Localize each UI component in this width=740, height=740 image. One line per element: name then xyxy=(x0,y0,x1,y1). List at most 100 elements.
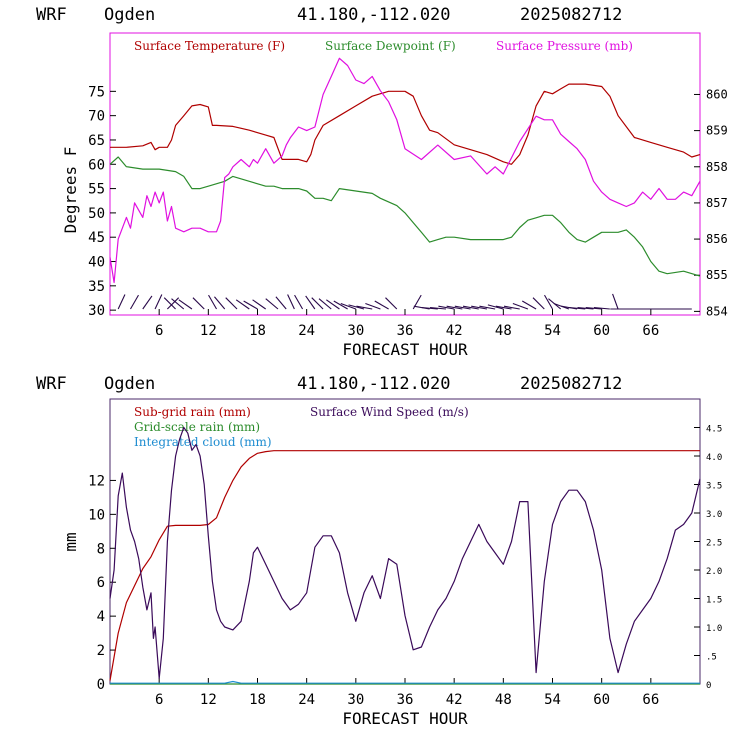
wind-barb xyxy=(521,300,537,310)
bottom-header-station: Ogden xyxy=(104,374,155,394)
wind-barb xyxy=(163,297,176,310)
precip-x-tick-label: 66 xyxy=(642,692,659,708)
precip-y2-tick-label: 0 xyxy=(706,681,711,691)
wind-barb xyxy=(326,299,340,310)
top-header-coords: 41.180,-112.020 xyxy=(297,5,451,25)
wind-barb xyxy=(171,298,185,310)
precip-x-tick-label: 48 xyxy=(495,692,512,708)
wind-barb xyxy=(446,305,463,310)
temp-y-tick-label: 40 xyxy=(88,255,105,271)
wind-barb xyxy=(544,294,553,310)
precip-y2-tick-label: 1.0 xyxy=(706,624,722,634)
temp-x-tick-label: 30 xyxy=(347,323,364,339)
precip-x-tick-label: 18 xyxy=(249,692,266,708)
top-header-station: Ogden xyxy=(104,5,155,25)
wind-barb xyxy=(142,295,153,310)
temp-x-tick-label: 42 xyxy=(446,323,463,339)
temp-y-tick-label: 30 xyxy=(88,303,105,319)
precip-y-tick-label: 0 xyxy=(97,677,105,693)
temp-x-tick-label: 54 xyxy=(544,323,561,339)
wind-barb xyxy=(462,305,479,310)
wind-barb xyxy=(487,304,504,310)
temp-y2-tick-label: 859 xyxy=(706,124,728,138)
wind-barb xyxy=(479,305,496,310)
series-line-integrated-cloud xyxy=(110,680,700,684)
precip-y-tick-label: 6 xyxy=(97,575,105,591)
wind-barb xyxy=(225,297,238,310)
series-line-surface-temperature xyxy=(110,83,701,165)
wind-barb xyxy=(154,294,163,310)
wind-barb xyxy=(348,304,365,310)
bottom-header-model: WRF xyxy=(36,374,67,394)
precip-y2-tick-label: 4.5 xyxy=(706,425,722,435)
wind-barb xyxy=(365,303,381,310)
wind-barb xyxy=(333,300,348,310)
precip-y2-tick-label: 4.0 xyxy=(706,453,722,463)
wind-barb xyxy=(454,305,471,310)
precip-x-tick-label: 36 xyxy=(397,692,414,708)
series-line-surface-wind-speed xyxy=(109,426,701,679)
wind-barb xyxy=(569,307,586,310)
wind-barb xyxy=(130,294,139,310)
legend-surface-pressure: Surface Pressure (mb) xyxy=(496,39,633,53)
temp-x-tick-label: 60 xyxy=(593,323,610,339)
wind-barb xyxy=(593,307,610,310)
temperature-y-axis-label: Degrees F xyxy=(61,147,80,234)
wind-barb xyxy=(305,295,316,310)
wind-barb xyxy=(117,294,126,310)
legend-surface-wind-speed: Surface Wind Speed (m/s) xyxy=(310,405,469,419)
wind-barb xyxy=(287,294,295,310)
precip-y2-tick-label: 1.5 xyxy=(706,596,722,606)
wind-barb xyxy=(385,297,398,310)
wind-barb xyxy=(243,300,258,310)
precip-y-tick-label: 2 xyxy=(97,643,105,659)
series-line-surface-dewpoint xyxy=(109,156,701,277)
temp-y-tick-label: 55 xyxy=(88,182,105,198)
wind-barb xyxy=(235,299,250,310)
wind-barb xyxy=(178,299,193,310)
temp-y2-tick-label: 856 xyxy=(706,232,728,246)
top-header-init: 2025082712 xyxy=(520,5,622,25)
precip-x-tick-label: 24 xyxy=(298,692,315,708)
precipitation-y-axis-label: mm xyxy=(61,532,80,551)
temp-x-tick-label: 24 xyxy=(298,323,315,339)
wind-barb xyxy=(512,303,529,310)
wind-barb xyxy=(429,307,447,310)
wind-barb xyxy=(252,299,267,310)
precip-x-tick-label: 30 xyxy=(347,692,364,708)
precipitation-panel: Sub-grid rain (mm) Grid-scale rain (mm) … xyxy=(61,398,722,728)
temp-x-tick-label: 18 xyxy=(249,323,266,339)
wind-barb xyxy=(438,305,455,310)
precip-y-tick-label: 4 xyxy=(97,609,105,625)
precip-x-tick-label: 60 xyxy=(593,692,610,708)
wind-barb xyxy=(208,294,218,310)
precip-y-tick-label: 10 xyxy=(88,507,105,523)
wind-barb xyxy=(495,305,512,310)
wind-barb xyxy=(340,303,357,310)
temperature-panel-frame xyxy=(109,32,701,316)
precip-y-tick-label: 8 xyxy=(97,541,105,557)
precipitation-x-axis-label: FORECAST HOUR xyxy=(342,709,468,728)
temperature-panel: Surface Temperature (F) Surface Dewpoint… xyxy=(61,32,728,359)
temp-y2-tick-label: 858 xyxy=(706,160,728,174)
precip-x-tick-label: 42 xyxy=(446,692,463,708)
wind-barb xyxy=(311,297,324,310)
temp-y2-tick-label: 855 xyxy=(706,268,728,282)
legend-grid-scale-rain: Grid-scale rain (mm) xyxy=(134,420,260,434)
temp-y2-tick-label: 857 xyxy=(706,196,728,210)
wind-barb xyxy=(532,297,545,310)
legend-surface-dewpoint: Surface Dewpoint (F) xyxy=(325,39,456,53)
temp-x-tick-label: 48 xyxy=(495,323,512,339)
precip-y2-tick-label: 3.0 xyxy=(706,510,722,520)
legend-integrated-cloud: Integrated cloud (mm) xyxy=(134,435,272,449)
temp-y-tick-label: 75 xyxy=(88,84,105,100)
temp-x-tick-label: 12 xyxy=(200,323,217,339)
wind-barb xyxy=(214,296,226,310)
temp-y-tick-label: 45 xyxy=(88,230,105,246)
wind-barb xyxy=(585,307,602,310)
temp-y-tick-label: 50 xyxy=(88,206,105,222)
temp-x-tick-label: 36 xyxy=(397,323,414,339)
precip-y-tick-label: 12 xyxy=(88,473,105,489)
legend-sub-grid-rain: Sub-grid rain (mm) xyxy=(134,405,251,419)
